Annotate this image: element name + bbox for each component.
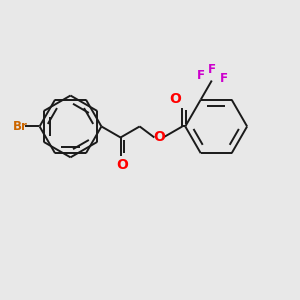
Text: O: O [116,158,128,172]
Text: Br: Br [13,120,28,133]
Text: F: F [220,72,228,85]
Text: F: F [196,69,205,82]
Text: O: O [169,92,181,106]
Text: F: F [208,63,216,76]
Text: O: O [153,130,165,145]
